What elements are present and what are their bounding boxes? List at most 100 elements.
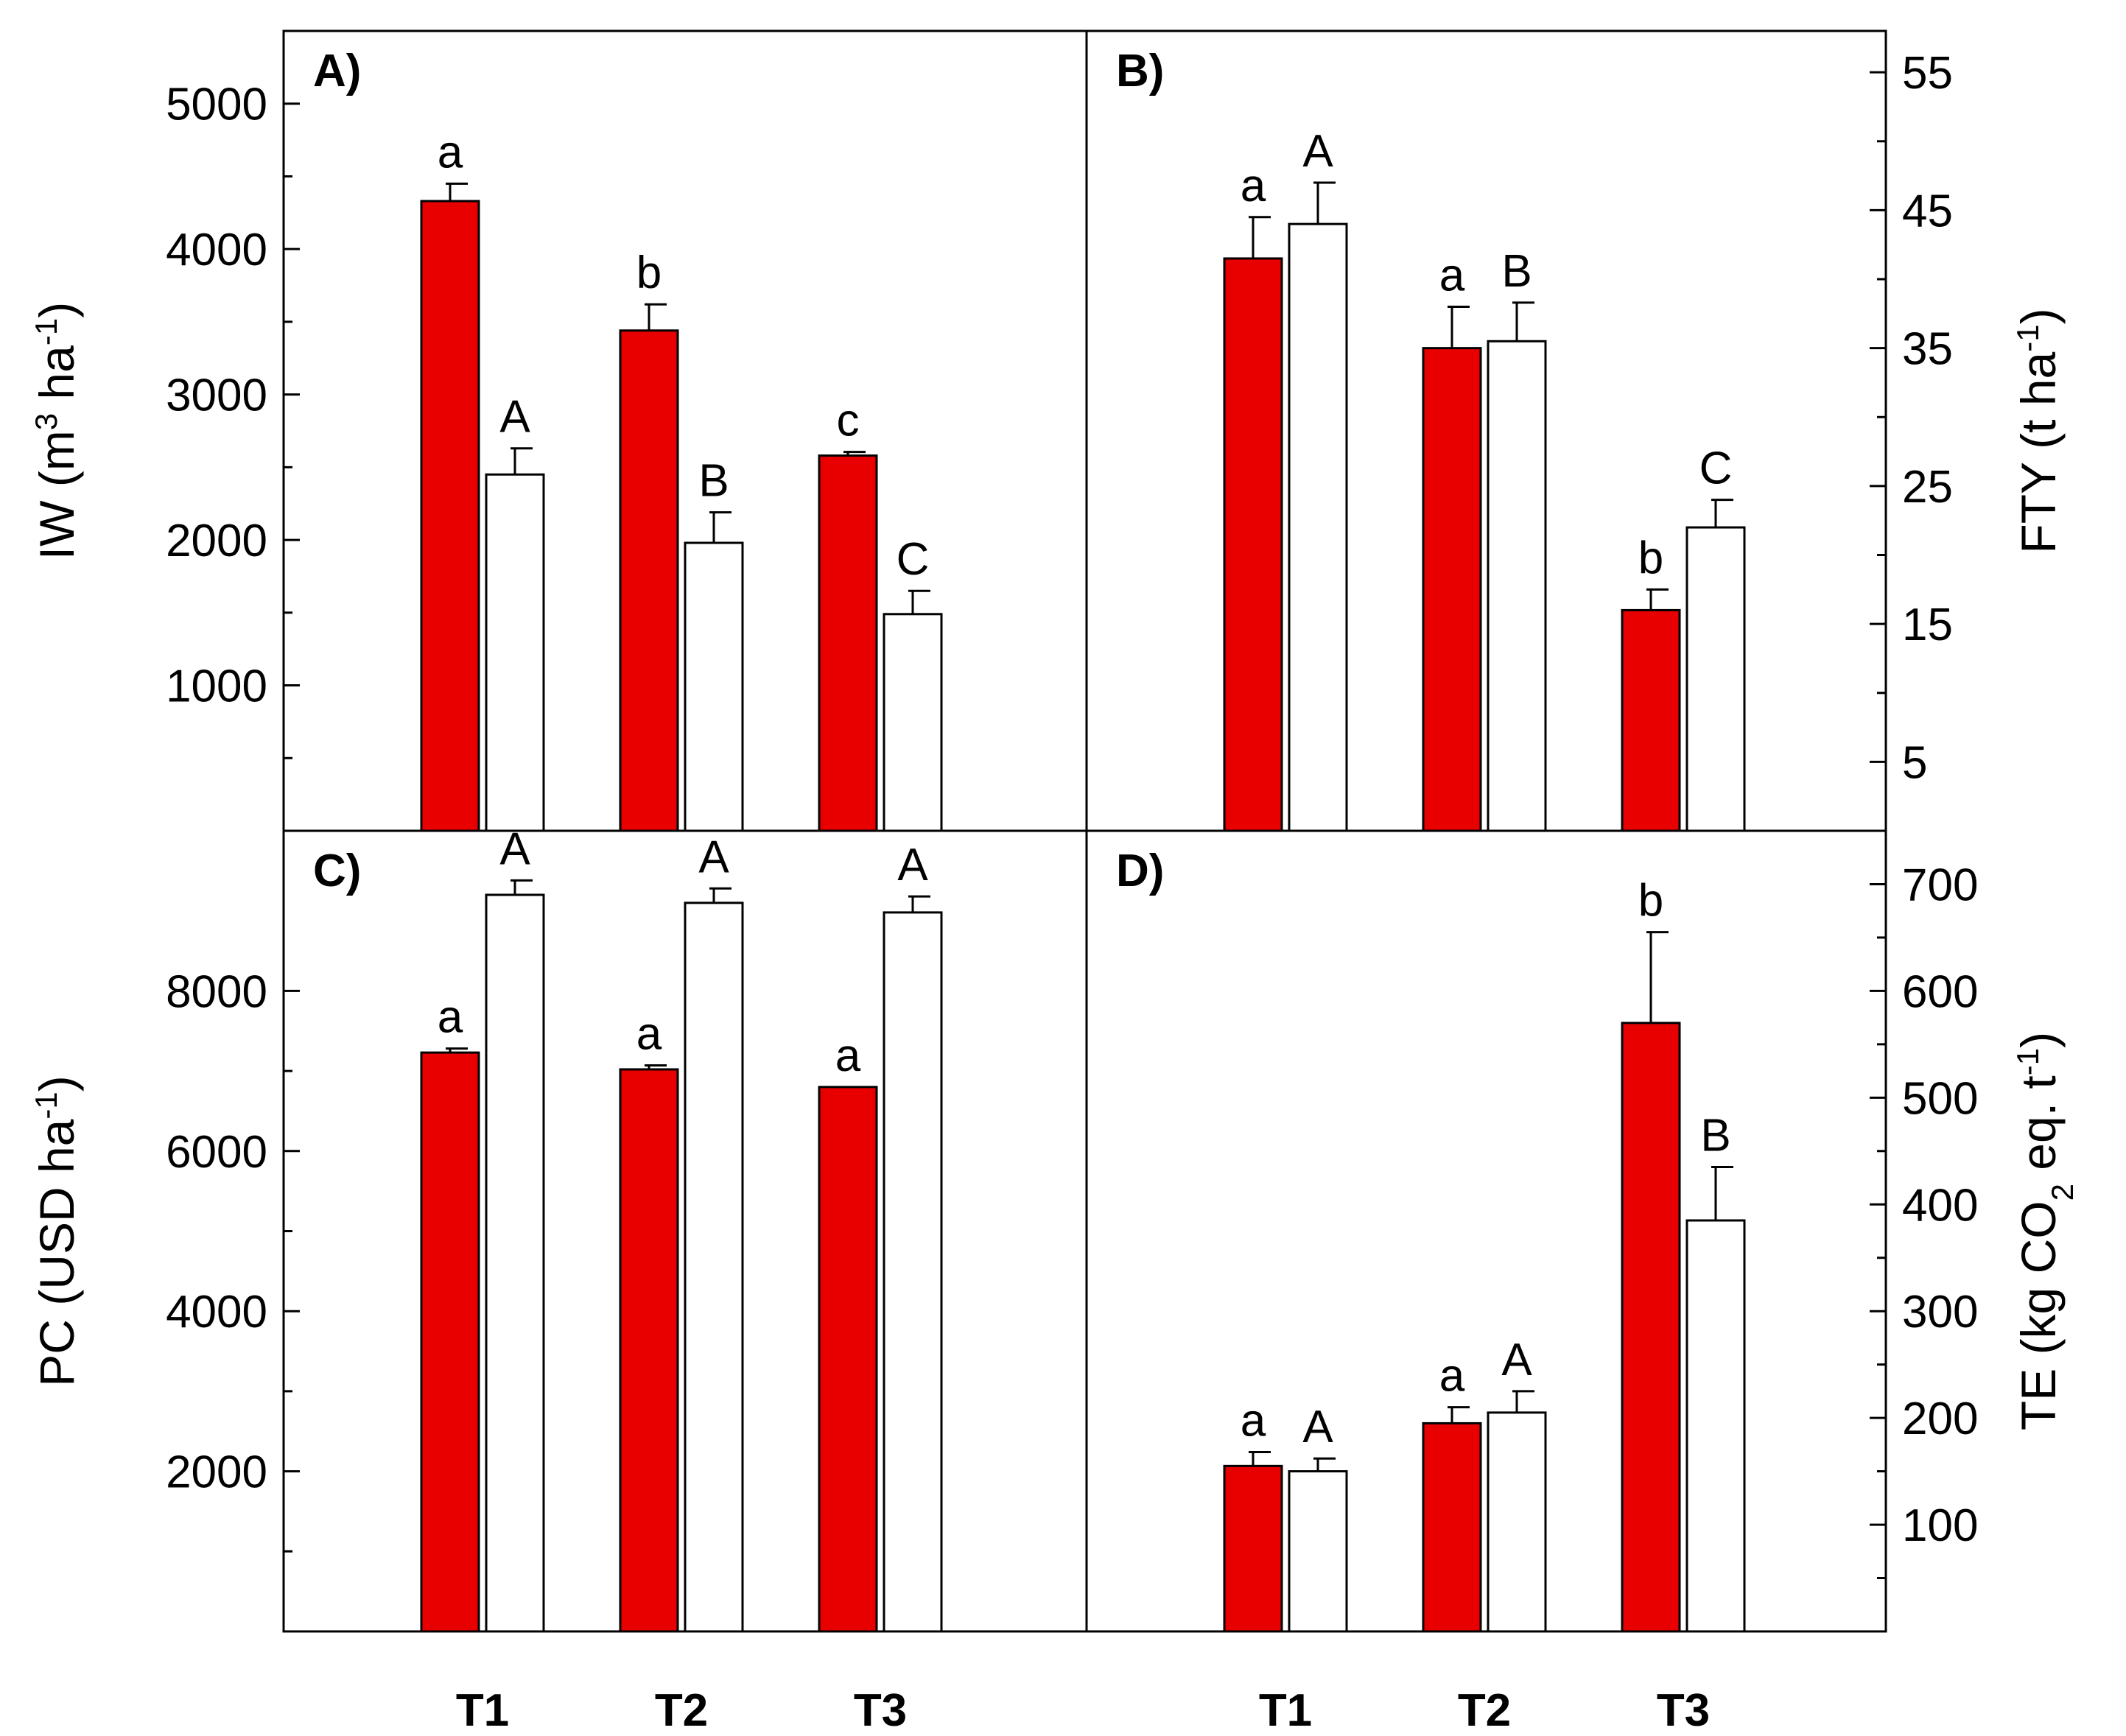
panel-label-d: D) (1116, 846, 1164, 896)
significance-letter: A (499, 392, 530, 443)
y-tick-label: 500 (1902, 1073, 1978, 1124)
axis-title-part: IW (m (29, 430, 84, 560)
bar-d-t3-white (1685, 1219, 1746, 1633)
y-axis-title-a: IW (m3 ha-1) (29, 302, 85, 560)
axis-title-part: 2 (2045, 1184, 2080, 1201)
panel-label-c: C) (313, 846, 361, 896)
significance-letter: B (1700, 1111, 1730, 1162)
significance-letter: B (1501, 246, 1532, 297)
significance-letter: a (438, 127, 463, 178)
axis-title-part: PC (USD ha (29, 1119, 84, 1386)
significance-letter: A (698, 832, 729, 882)
y-axis-title-c: PC (USD ha-1) (29, 1075, 85, 1386)
y-tick-label: 100 (1902, 1500, 1978, 1551)
bar-a-t3-white (883, 613, 943, 832)
bar-b-t3-white (1685, 526, 1746, 832)
y-tick-label: 6000 (166, 1127, 267, 1178)
axis-title-part: ) (2011, 308, 2066, 324)
significance-letter: a (438, 992, 463, 1043)
significance-letter: a (1439, 250, 1465, 301)
panel-label-b: B) (1116, 46, 1164, 96)
panel-label-a: A) (313, 46, 361, 96)
bar-d-t1-red (1223, 1464, 1283, 1633)
bar-c-t3-red (818, 1086, 878, 1633)
significance-letter: a (636, 1008, 662, 1059)
bar-c-t1-red (420, 1051, 480, 1633)
significance-letter: b (1638, 533, 1663, 583)
y-tick-label: 5 (1902, 737, 1927, 788)
x-category-label: T2 (655, 1685, 708, 1736)
axis-title-part: ) (29, 302, 84, 318)
y-tick-label: 4000 (166, 1287, 267, 1338)
bar-a-t2-white (684, 541, 744, 832)
y-tick-label: 5000 (166, 80, 267, 130)
bar-b-t1-white (1288, 222, 1348, 832)
panel-c: a Aa Aa A 2000 4000 6000 8000 PC (USD ha-1) C) T1 T… (29, 823, 943, 1736)
x-category-label: T3 (854, 1685, 907, 1736)
axis-title-part: -1 (2010, 1048, 2045, 1075)
axis-title-part: -1 (2010, 324, 2045, 351)
significance-letter: C (1699, 443, 1733, 494)
bar-c-t2-red (619, 1068, 679, 1633)
y-tick-label: 15 (1902, 600, 1953, 650)
significance-letter: a (835, 1030, 861, 1081)
significance-letter: A (1302, 1402, 1333, 1452)
bar-d-t2-white (1487, 1411, 1547, 1633)
y-tick-label: 55 (1902, 48, 1953, 99)
y-tick-label: 600 (1902, 966, 1978, 1017)
y-tick-label: 35 (1902, 324, 1953, 375)
bar-b-t3-red (1621, 608, 1681, 832)
bar-b-t2-white (1487, 340, 1547, 832)
y-tick-label: 25 (1902, 462, 1953, 513)
significance-letter: b (1638, 876, 1663, 927)
bar-a-t2-red (619, 329, 679, 832)
axis-title-part: -1 (29, 318, 63, 345)
axis-title-part: TE (kg CO (2011, 1201, 2066, 1430)
axis-title-part: eq. t (2011, 1075, 2066, 1184)
significance-letter: a (1241, 1396, 1266, 1447)
axis-title-part: FTY (t ha (2011, 351, 2066, 553)
y-axis-title-d: TE (kg CO2 eq. t-1) (2010, 1032, 2080, 1430)
axis-title-part: -1 (29, 1092, 63, 1119)
x-category-label: T3 (1657, 1685, 1710, 1736)
bar-d-t2-red (1422, 1422, 1482, 1633)
y-tick-label: 300 (1902, 1287, 1978, 1338)
significance-letter: a (1241, 161, 1266, 211)
y-tick-label: 1000 (166, 661, 267, 712)
bar-b-t1-red (1223, 257, 1283, 832)
significance-letter: C (897, 534, 930, 585)
x-category-label: T2 (1458, 1685, 1511, 1736)
axis-title-part: ha (29, 345, 84, 413)
y-tick-label: 4000 (166, 225, 267, 275)
significance-letter: A (1501, 1335, 1532, 1385)
axis-title-part: ) (2011, 1032, 2066, 1048)
bar-c-t3-white (883, 911, 943, 1633)
bar-a-t1-white (485, 473, 545, 832)
significance-letter: B (698, 456, 729, 507)
y-tick-label: 200 (1902, 1394, 1978, 1444)
axis-title-part: 3 (29, 413, 63, 430)
bar-a-t3-red (818, 454, 878, 832)
significance-letter: c (837, 396, 860, 446)
bar-d-t3-red (1621, 1022, 1681, 1633)
significance-letter: A (897, 840, 928, 890)
bar-a-t1-red (420, 200, 480, 832)
bar-d-t1-white (1288, 1470, 1348, 1633)
panel-a: a Ab Bc C 1000 2000 3000 4000 5000 IW (m3 ha-1) A) (29, 46, 943, 832)
bar-b-t2-red (1422, 347, 1482, 832)
x-category-label: T1 (456, 1685, 509, 1736)
significance-letter: A (1302, 126, 1333, 177)
significance-letter: b (636, 247, 662, 298)
y-tick-label: 8000 (166, 966, 267, 1017)
y-tick-label: 700 (1902, 860, 1978, 910)
y-axis-title-b: FTY (t ha-1) (2010, 308, 2066, 553)
significance-letter: a (1439, 1351, 1465, 1402)
y-tick-label: 2000 (166, 1447, 267, 1498)
axis-title-part: ) (29, 1075, 84, 1092)
y-tick-label: 45 (1902, 186, 1953, 236)
significance-letter: A (499, 823, 530, 874)
y-tick-label: 2000 (166, 516, 267, 566)
